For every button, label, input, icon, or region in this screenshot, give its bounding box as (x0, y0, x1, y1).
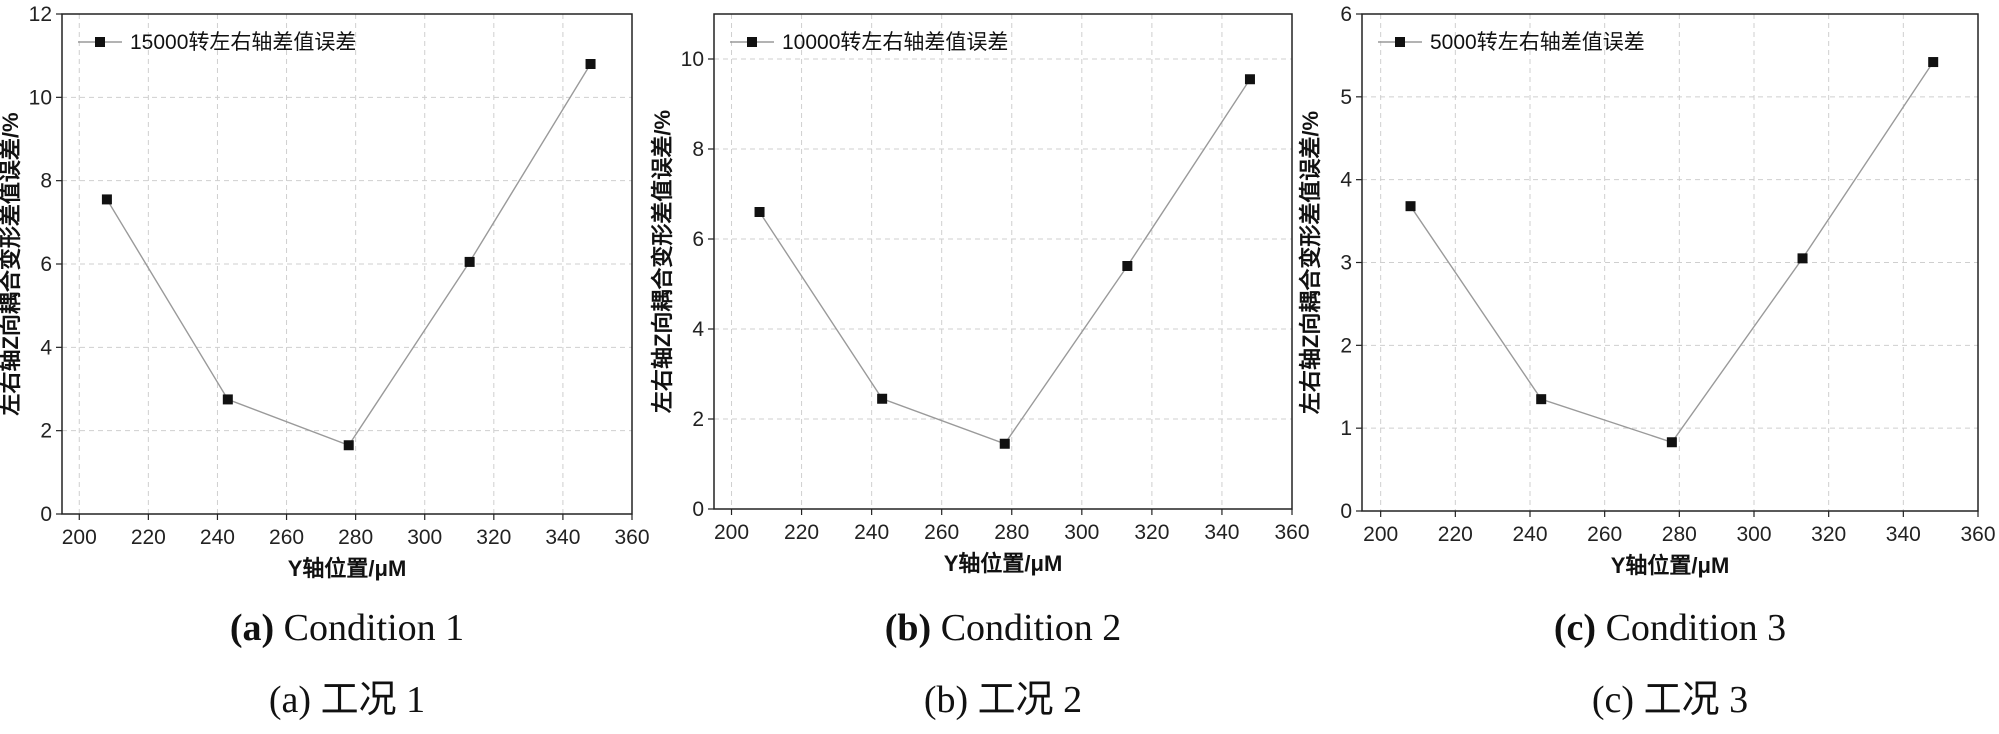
x-tick-label: 280 (1662, 523, 1697, 546)
panel-label: (b) (885, 607, 931, 649)
y-tick-label: 10 (29, 86, 52, 109)
x-tick-label: 260 (1587, 523, 1622, 546)
series-line (758, 78, 1251, 445)
y-tick-label: 6 (40, 253, 52, 276)
x-tick-label: 240 (200, 526, 235, 549)
y-axis-label: 左右轴Z向耦合变形差值误差/% (650, 110, 675, 413)
x-tick-label: 340 (1886, 523, 1921, 546)
x-tick-label: 280 (338, 526, 373, 549)
data-point (1536, 394, 1547, 405)
y-tick-label: 2 (692, 408, 704, 431)
y-tick-label: 12 (29, 3, 52, 26)
data-point (877, 393, 888, 404)
panel-2: 200 220 240 260 280 300 320 340 360 0 2 4 6 8 10 Y轴位置/μ… (650, 13, 1310, 721)
x-tick-label: 240 (1512, 523, 1547, 546)
y-tick-label: 8 (692, 138, 704, 161)
data-point (999, 438, 1010, 449)
x-tick-label: 200 (714, 521, 749, 544)
panel-label: (a) (230, 607, 274, 649)
y-tick-label: 2 (1340, 334, 1352, 357)
legend-marker (1395, 37, 1405, 47)
plot-frame (713, 13, 1293, 510)
x-tick-label: 200 (62, 526, 97, 549)
y-tick-label: 4 (1340, 169, 1352, 192)
data-point (1797, 253, 1808, 264)
y-tick-label: 0 (1340, 500, 1352, 523)
x-tick-label: 300 (1736, 523, 1771, 546)
x-tick-label: 320 (1811, 523, 1846, 546)
x-tick-label: 280 (994, 521, 1029, 544)
data-point (343, 440, 354, 451)
data-point (1405, 201, 1416, 212)
panel-1: 200 220 240 260 280 300 320 340 360 0 2 4 6 8 10 12 Y轴位置… (0, 3, 650, 721)
x-tick-label: 220 (1438, 523, 1473, 546)
series-line (106, 63, 592, 447)
x-tick-label: 300 (407, 526, 442, 549)
data-point (1666, 437, 1677, 448)
y-axis-label: 左右轴Z向耦合变形差值误差/% (0, 112, 23, 415)
x-tick-label: 320 (476, 526, 511, 549)
x-tick-label: 200 (1363, 523, 1398, 546)
x-tick-label: 220 (784, 521, 819, 544)
y-tick-label: 10 (681, 48, 704, 71)
data-point (1928, 57, 1939, 68)
x-axis-label: Y轴位置/μM (944, 551, 1063, 576)
x-tick-label: 360 (614, 526, 649, 549)
x-tick-label: 260 (269, 526, 304, 549)
data-point (222, 394, 233, 405)
panel-3: 200 220 240 260 280 300 320 340 360 0 1 2 3 4 5 6 Y轴位置/μ… (1298, 3, 1996, 721)
panel-label: (c) (1554, 607, 1596, 649)
y-tick-label: 3 (1340, 252, 1352, 275)
y-tick-label: 1 (1340, 417, 1352, 440)
panel-caption-cn: (c) 工况 3 (1592, 679, 1748, 721)
legend-label: 10000转左右轴差值误差 (782, 31, 1008, 54)
data-point (754, 207, 765, 217)
y-tick-label: 4 (692, 318, 704, 341)
legend-marker (747, 37, 757, 47)
series-line (1409, 61, 1934, 444)
legend-marker (95, 37, 105, 47)
x-tick-label: 360 (1960, 523, 1995, 546)
condition-label: Condition 1 (274, 607, 464, 649)
x-tick-label: 340 (545, 526, 580, 549)
panel-caption-en: (b) Condition 2 (885, 607, 1121, 649)
data-point (1244, 74, 1255, 85)
y-tick-label: 4 (40, 336, 52, 359)
panel-caption-cn: (a) 工况 1 (269, 679, 425, 721)
x-tick-label: 360 (1274, 521, 1309, 544)
y-tick-label: 2 (40, 420, 52, 443)
y-tick-label: 0 (692, 498, 704, 521)
x-axis-label: Y轴位置/μM (288, 556, 407, 581)
legend-label: 5000转左右轴差值误差 (1430, 31, 1645, 54)
panel-caption-en: (a) Condition 1 (230, 607, 464, 649)
x-tick-label: 240 (854, 521, 889, 544)
y-tick-label: 6 (692, 228, 704, 251)
x-axis-label: Y轴位置/μM (1611, 553, 1730, 578)
y-tick-label: 6 (1340, 3, 1352, 26)
panel-caption-cn: (b) 工况 2 (924, 679, 1082, 721)
x-tick-label: 340 (1204, 521, 1239, 544)
condition-label: Condition 2 (931, 607, 1121, 649)
y-tick-label: 8 (40, 170, 52, 193)
data-point (101, 194, 112, 205)
y-tick-label: 0 (40, 503, 52, 526)
panel-caption-en: (c) Condition 3 (1554, 607, 1786, 649)
data-point (585, 59, 596, 69)
legend-label: 15000转左右轴差值误差 (130, 31, 356, 54)
x-tick-label: 220 (131, 526, 166, 549)
data-point (464, 256, 475, 267)
x-tick-label: 260 (924, 521, 959, 544)
data-point (1122, 261, 1133, 271)
condition-label: Condition 3 (1596, 607, 1786, 649)
y-tick-label: 5 (1340, 86, 1352, 109)
x-tick-label: 300 (1064, 521, 1099, 544)
x-tick-label: 320 (1134, 521, 1169, 544)
y-axis-label: 左右轴Z向耦合变形差值误差/% (1298, 111, 1323, 414)
